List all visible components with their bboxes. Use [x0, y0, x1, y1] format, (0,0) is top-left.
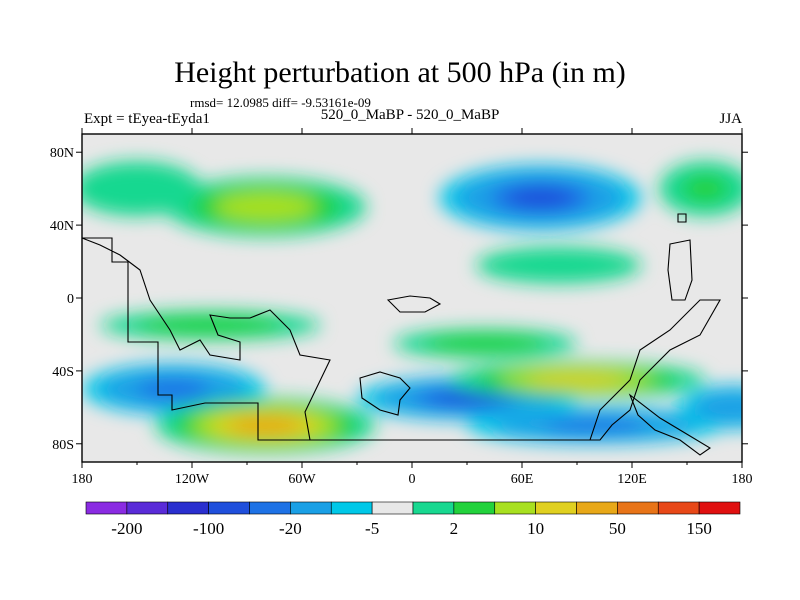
coastline — [677, 213, 687, 223]
colorbar-label: 10 — [527, 519, 544, 538]
colorbar-label: -200 — [111, 519, 142, 538]
colorbar-label: -100 — [193, 519, 224, 538]
anomaly-contour — [682, 175, 729, 203]
colorbar-swatch — [576, 501, 618, 515]
x-tick-label: 120W — [175, 472, 210, 487]
y-tick-label: 80N — [50, 146, 74, 161]
colorbar: -200 -100 -20 -5 2 10 50 150 — [85, 501, 741, 538]
colorbar-label: 50 — [609, 519, 626, 538]
colorbar-swatch — [126, 501, 169, 515]
colorbar-swatch — [290, 501, 332, 515]
anomaly-contour — [454, 338, 516, 349]
coastline — [628, 393, 712, 456]
stats-label: rmsd= 12.0985 diff= -9.53161e-09 — [190, 95, 371, 110]
colorbar-label: 150 — [686, 519, 712, 538]
y-tick-label: 40S — [52, 365, 74, 380]
anomaly-contour — [448, 394, 486, 402]
x-tick-label: 60W — [288, 472, 316, 487]
colorbar-swatch — [657, 501, 700, 515]
y-tick-label: 0 — [67, 292, 74, 307]
colorbar-swatch — [208, 501, 250, 515]
colorbar-swatch — [494, 501, 536, 515]
colorbar-label: -5 — [365, 519, 379, 538]
anomaly-contour — [551, 376, 603, 384]
coastline — [310, 299, 721, 441]
coastline — [81, 237, 331, 441]
x-tick-label: 60E — [511, 472, 534, 487]
season-label: JJA — [719, 111, 742, 127]
anomaly-contour — [104, 175, 170, 203]
colorbar-label: -20 — [279, 519, 302, 538]
axes: 180 120W 60W 0 60E 120E 180 80N 40N 0 40S 80S — [50, 128, 753, 487]
x-tick-label: 120E — [617, 472, 647, 487]
coastline — [359, 371, 411, 416]
anomaly-contour — [523, 192, 558, 204]
coastline — [667, 239, 693, 301]
coastline — [386, 295, 442, 313]
anomaly-contour — [719, 401, 742, 413]
anomaly-contour — [155, 384, 193, 395]
colorbar-swatch — [167, 501, 209, 515]
colorbar-swatch — [330, 501, 373, 515]
colorbar-swatch — [85, 501, 128, 515]
x-tick-label: 0 — [409, 472, 416, 487]
colorbar-swatch — [453, 501, 496, 515]
coastlines — [81, 213, 721, 456]
y-tick-label: 40N — [50, 219, 74, 234]
anomaly-contour — [517, 256, 600, 275]
colorbar-swatch — [535, 501, 577, 515]
colorbar-swatch — [249, 501, 291, 515]
map-plot-area — [82, 134, 742, 462]
chart-title: Height perturbation at 500 hPa (in m) — [174, 56, 626, 89]
colorbar-swatch — [371, 501, 414, 515]
anomaly-contour — [173, 320, 247, 331]
comparison-label: 520_0_MaBP - 520_0_MaBP — [320, 107, 500, 123]
colorbar-swatch — [412, 501, 455, 515]
experiment-label: Expt = tEyea-tEyda1 — [84, 111, 210, 127]
colorbar-swatch — [698, 501, 741, 515]
x-tick-label: 180 — [72, 472, 93, 487]
colorbar-swatch — [617, 501, 659, 515]
anomaly-contour — [240, 199, 291, 215]
anomaly-contour — [247, 421, 284, 431]
y-tick-label: 80S — [52, 438, 74, 453]
x-tick-label: 180 — [732, 472, 753, 487]
anomaly-field — [82, 161, 742, 453]
colorbar-label: 2 — [450, 519, 459, 538]
